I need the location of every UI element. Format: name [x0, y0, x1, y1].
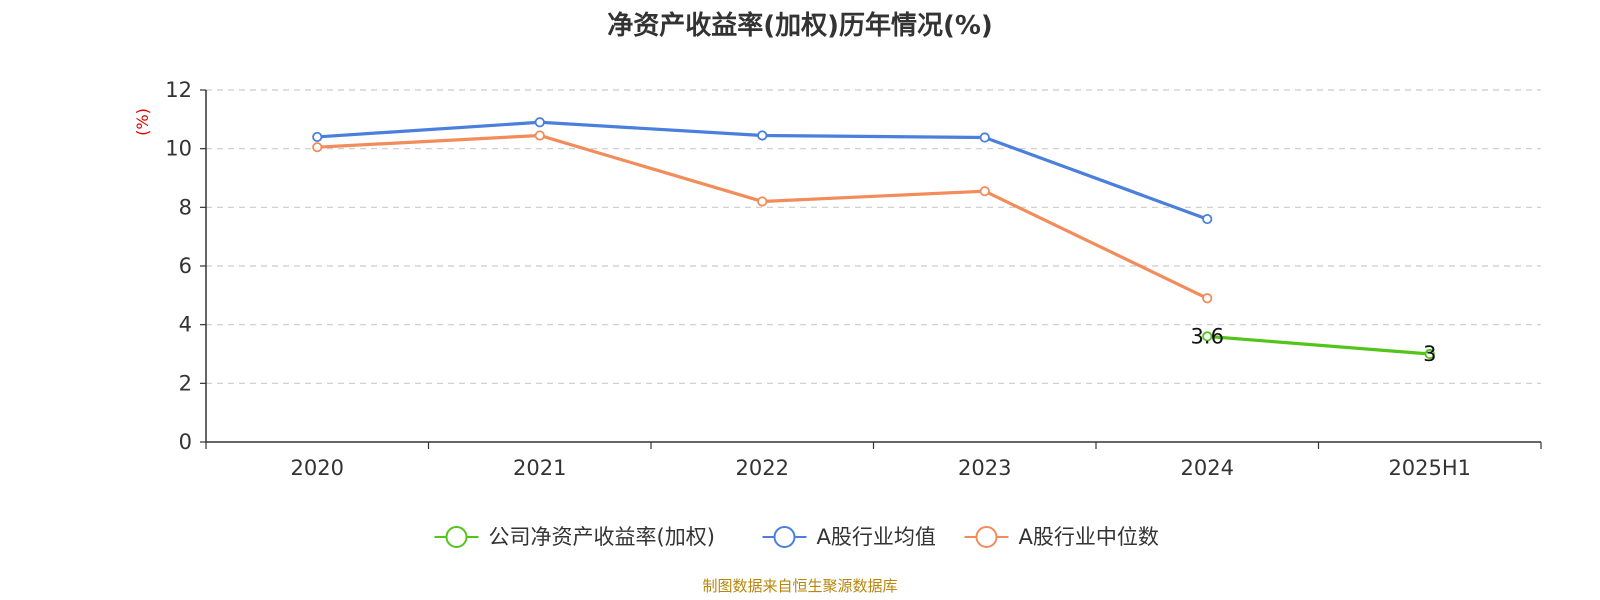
- y-tick-label: 12: [165, 78, 192, 102]
- axes: 0 2 4 6 8 10 12 2020 2021 2022 2023 2024 2025H1: [165, 78, 1542, 480]
- legend-marker: [975, 526, 998, 548]
- data-point[interactable]: [1202, 331, 1213, 342]
- y-tick-label: 0: [179, 430, 192, 454]
- data-point[interactable]: [1424, 348, 1435, 360]
- series-2: [312, 130, 1213, 304]
- data-point[interactable]: [312, 142, 323, 153]
- legend-marker: [773, 526, 796, 548]
- x-tick-label: 2024: [1181, 456, 1234, 480]
- data-point[interactable]: [312, 131, 323, 143]
- grid-lines: [206, 89, 1541, 384]
- series-0: 3.63: [1191, 324, 1437, 366]
- legend-item[interactable]: 公司净资产收益率(加权): [434, 525, 715, 549]
- legend[interactable]: 公司净资产收益率(加权) A股行业均值 A股行业中位数: [434, 525, 1159, 549]
- x-tick-label: 2023: [958, 456, 1011, 480]
- y-tick-label: 6: [179, 254, 192, 278]
- data-point[interactable]: [1202, 293, 1213, 304]
- legend-marker: [445, 526, 468, 548]
- series-line: [1207, 334, 1430, 356]
- chart-title: 净资产收益率(加权)历年情况(%): [607, 10, 993, 41]
- x-tick-label: 2022: [736, 456, 789, 480]
- y-tick-label: 10: [165, 137, 192, 161]
- data-point[interactable]: [979, 186, 990, 197]
- y-tick-label: 4: [179, 313, 192, 337]
- series-layer: 3.63: [312, 117, 1437, 366]
- legend-label: 公司净资产收益率(加权): [489, 525, 715, 549]
- series-line: [317, 133, 1208, 300]
- source-note: 制图数据来自恒生聚源数据库: [702, 577, 897, 595]
- data-label: 3.6: [1191, 324, 1224, 348]
- y-axis-label: (%): [133, 108, 152, 136]
- legend-item[interactable]: A股行业均值: [762, 525, 936, 549]
- y-tick-label: 8: [179, 195, 192, 219]
- legend-label: A股行业均值: [817, 525, 936, 549]
- data-label: 3: [1423, 342, 1436, 366]
- data-point[interactable]: [757, 130, 768, 141]
- x-tick-label: 2020: [291, 456, 344, 480]
- data-point[interactable]: [757, 196, 768, 207]
- data-point[interactable]: [534, 130, 545, 141]
- data-point[interactable]: [979, 132, 990, 143]
- x-tick-label: 2021: [513, 456, 566, 480]
- y-tick-label: 2: [179, 371, 192, 395]
- legend-item[interactable]: A股行业中位数: [964, 525, 1159, 549]
- x-tick-label: 2025H1: [1388, 456, 1471, 480]
- legend-label: A股行业中位数: [1019, 525, 1159, 549]
- data-point[interactable]: [1202, 213, 1213, 225]
- data-point[interactable]: [534, 117, 545, 128]
- series-1: [312, 117, 1213, 225]
